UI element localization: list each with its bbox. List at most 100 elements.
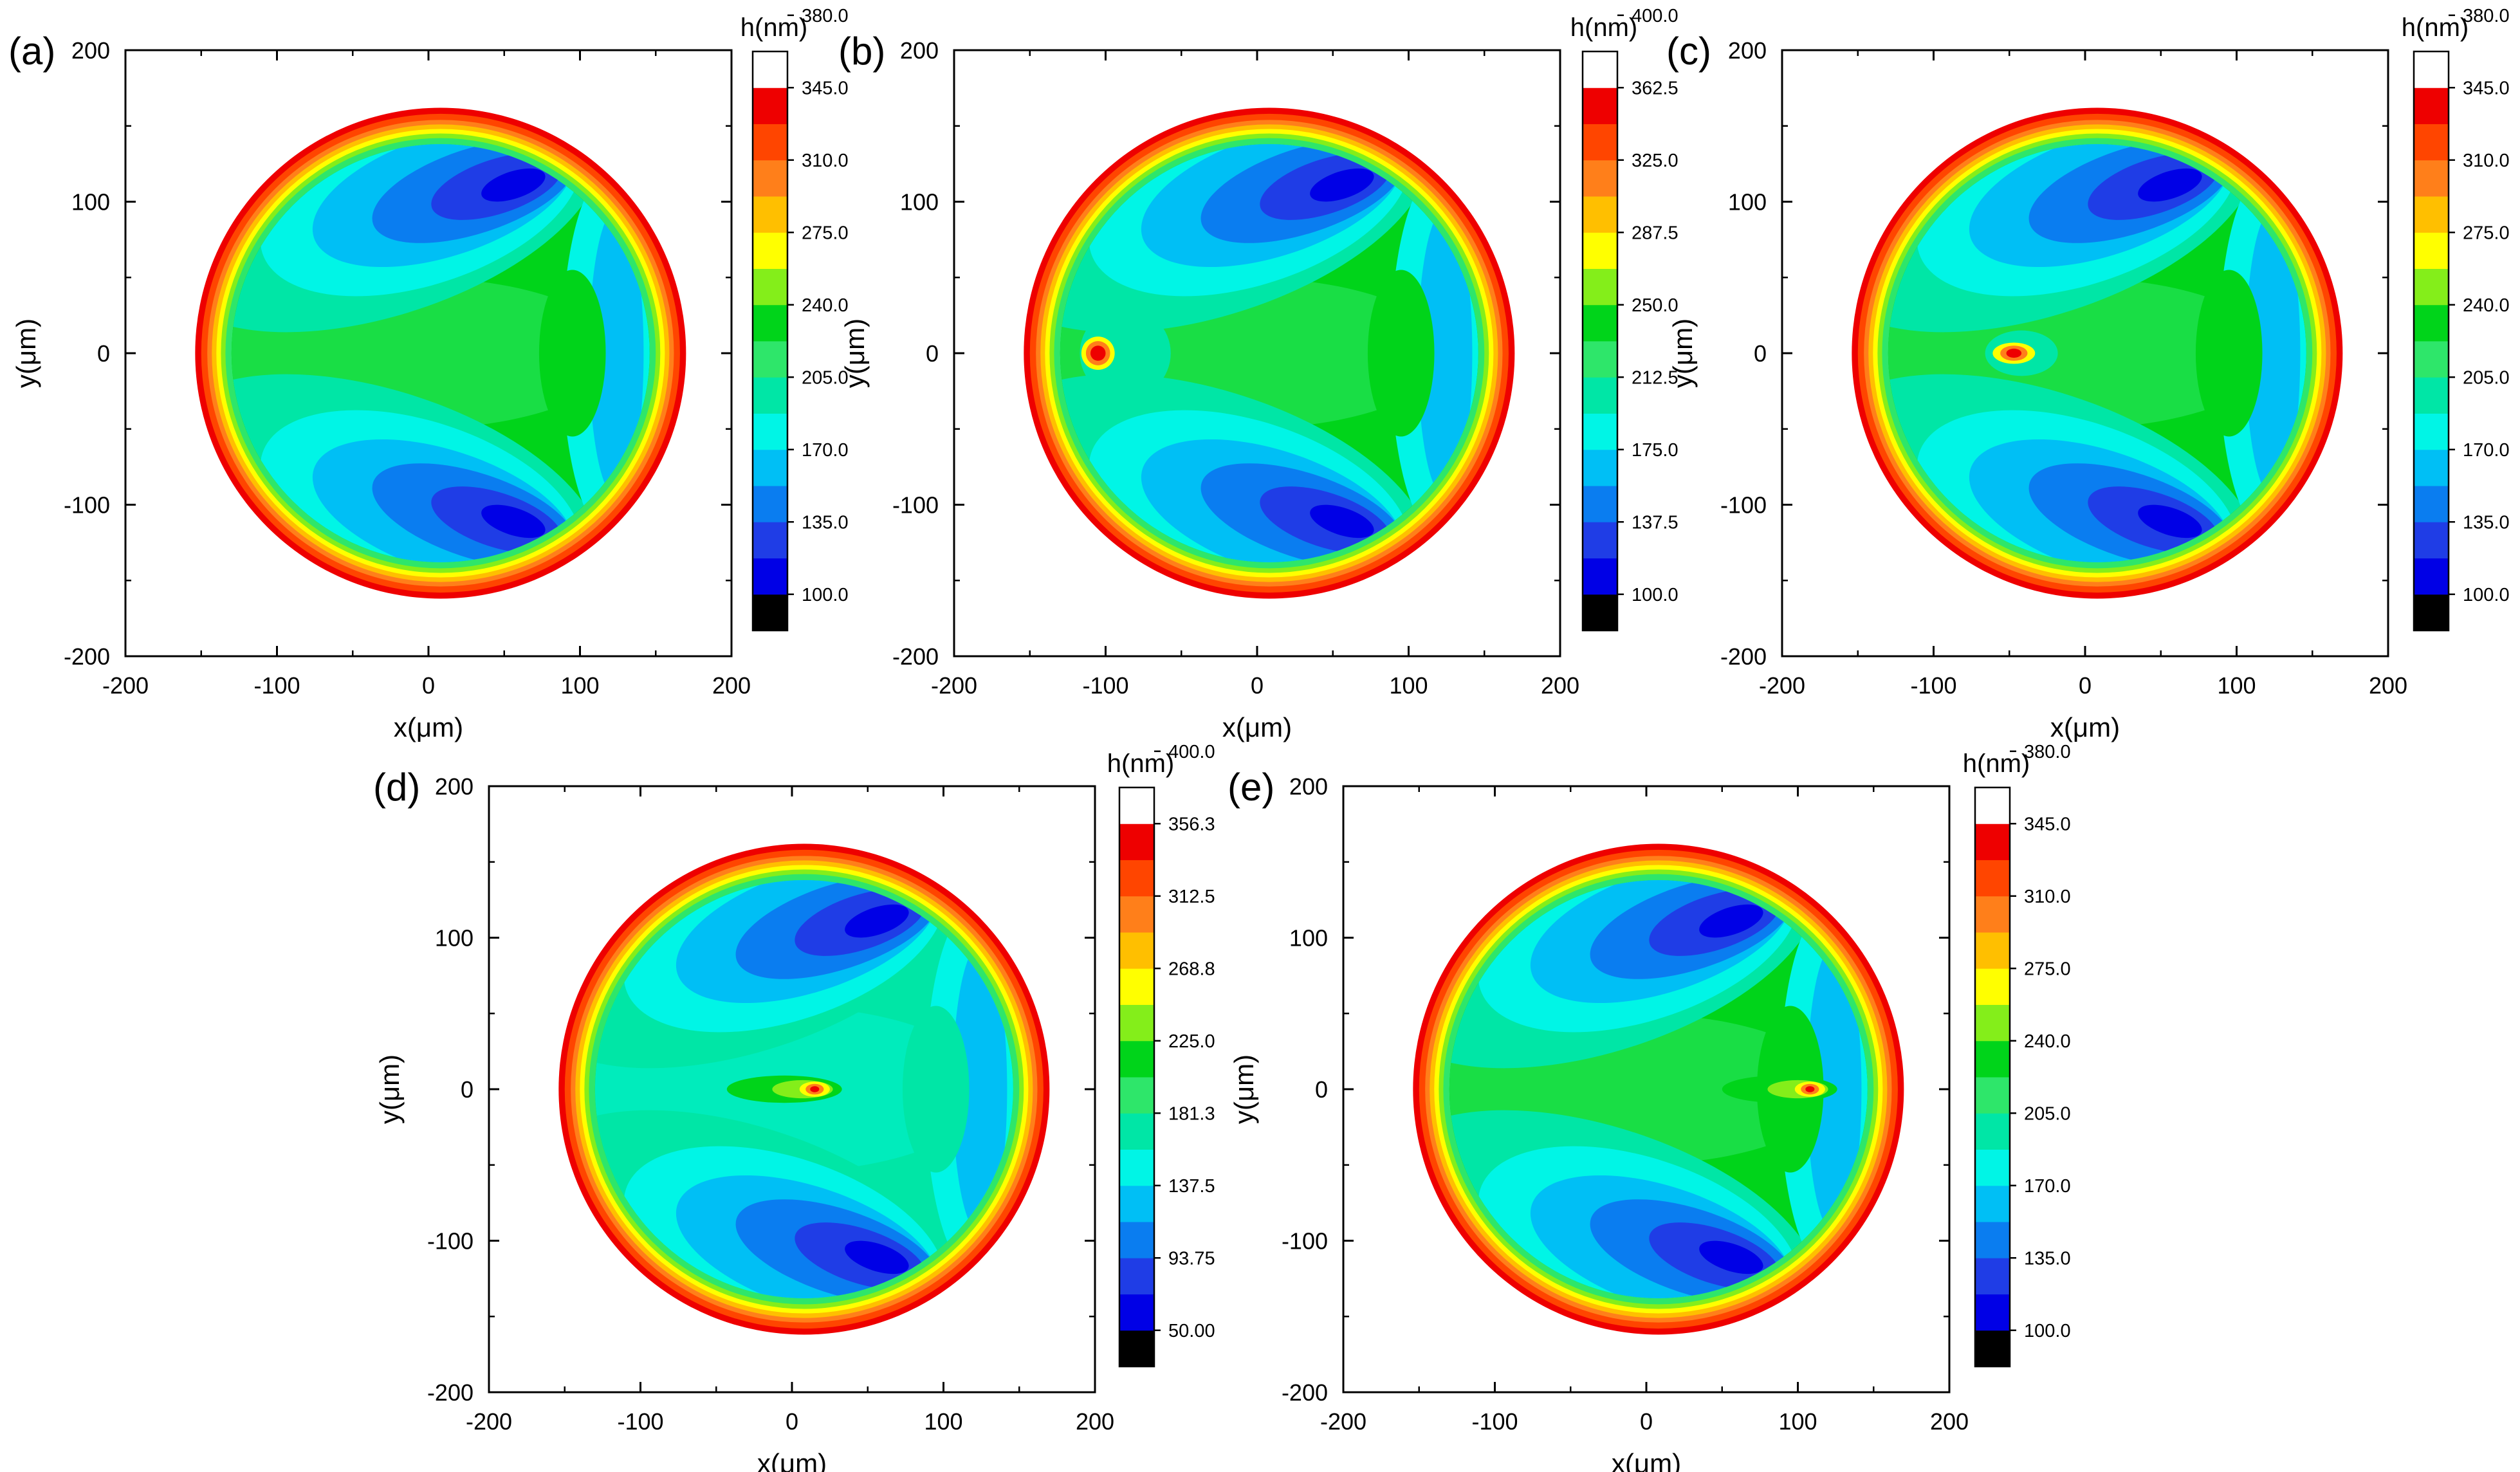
lobe-level-5 — [1699, 1240, 1763, 1274]
y-tick-label: 200 — [1289, 773, 1328, 800]
surface-feature — [726, 1075, 842, 1103]
colorbar-label: 175.0 — [1632, 440, 1678, 461]
x-tick-label: 0 — [786, 1408, 798, 1435]
colorbar-segment — [1975, 1004, 2010, 1042]
surface-feature — [1722, 1075, 1837, 1103]
x-tick-label: 200 — [1076, 1408, 1114, 1435]
y-axis-label: y(μm) — [1668, 318, 1698, 388]
colorbar-frame — [751, 50, 789, 632]
colorbar-segment — [1583, 304, 1617, 342]
colorbar-label: 135.0 — [802, 512, 849, 533]
colorbar-segment — [1119, 1149, 1154, 1186]
colorbar: 100.0 135.0 170.0 205.0 240.0 275.0 310.0 345.0… — [1963, 742, 2071, 1368]
colorbar-label: 205.0 — [802, 367, 849, 388]
panel-label: (e) — [1228, 766, 1274, 809]
colorbar-segment — [753, 160, 787, 197]
colorbar-segment — [2414, 341, 2449, 378]
colorbar-segment — [753, 522, 787, 558]
lobe-level-5 — [1699, 904, 1763, 938]
colorbar-label: 362.5 — [1632, 78, 1678, 98]
y-axis-label: y(μm) — [374, 1054, 405, 1124]
panel-1: -200 -100 0 100 200 -200 -100 0 100 200 x(μm) y(μm)… — [838, 6, 1678, 742]
y-tick-label: 0 — [1754, 340, 1767, 367]
axes: -200 -100 0 100 200 -200 -100 0 100 200 — [1282, 773, 1969, 1435]
colorbar-frame — [1581, 50, 1619, 632]
x-axis-label: x(μm) — [1222, 712, 1292, 742]
colorbar-segment — [2414, 522, 2449, 558]
x-axis-label: x(μm) — [2050, 712, 2120, 742]
x-tick-label: -100 — [617, 1408, 663, 1435]
colorbar-label: 225.0 — [1168, 1031, 1215, 1052]
x-tick-label: -100 — [253, 672, 300, 699]
colorbar-label: 287.5 — [1632, 223, 1678, 243]
x-tick-label: 200 — [1541, 672, 1579, 699]
colorbar-segment — [2414, 377, 2449, 414]
x-tick-label: 100 — [924, 1408, 962, 1435]
colorbar-segment — [1583, 51, 1617, 88]
colorbar-segment — [1119, 1294, 1154, 1331]
colorbar-label: 100.0 — [1632, 585, 1678, 605]
colorbar-segment — [1583, 232, 1617, 269]
y-tick-label: 100 — [900, 189, 939, 216]
colorbar-segment — [1583, 594, 1617, 631]
exit-band-inner — [589, 209, 644, 497]
y-tick-label: 0 — [461, 1076, 474, 1103]
colorbar-label: 275.0 — [802, 223, 849, 243]
colorbar-label: 170.0 — [2463, 440, 2510, 461]
colorbar-label: 380.0 — [2463, 6, 2510, 26]
colorbar-label: 135.0 — [2024, 1248, 2071, 1269]
feature-core — [1090, 345, 1106, 361]
colorbar-segment — [1119, 1330, 1154, 1367]
x-tick-label: 100 — [560, 672, 599, 699]
colorbar: 100.0 135.0 170.0 205.0 240.0 275.0 310.0 345.0… — [2402, 6, 2510, 632]
colorbar-label: 380.0 — [802, 6, 849, 26]
colorbar-label: 400.0 — [1632, 6, 1678, 26]
colorbar-label: 100.0 — [802, 585, 849, 605]
colorbar-label: 310.0 — [802, 151, 849, 171]
y-axis-label: y(μm) — [11, 318, 41, 388]
colorbar: 100.0 135.0 170.0 205.0 240.0 275.0 310.0 345.0… — [740, 6, 849, 632]
exit-band-inner — [1417, 209, 1473, 497]
colorbar-segment — [1975, 1077, 2010, 1114]
colorbar-segment — [2414, 196, 2449, 233]
colorbar-label: 100.0 — [2024, 1321, 2071, 1341]
y-tick-label: 200 — [435, 773, 474, 800]
colorbar-segment — [1583, 196, 1617, 233]
y-tick-label: 100 — [71, 189, 110, 216]
colorbar-segment — [1119, 1222, 1154, 1258]
colorbar-label: 100.0 — [2463, 585, 2510, 605]
exit-pocket — [1367, 270, 1435, 437]
x-tick-label: -200 — [102, 672, 149, 699]
colorbar-segment — [1975, 1185, 2010, 1222]
colorbar-segment — [1975, 787, 2010, 824]
colorbar-segment — [2414, 232, 2449, 269]
colorbar-segment — [1583, 413, 1617, 450]
colorbar-label: 310.0 — [2463, 151, 2510, 171]
colorbar-segment — [1975, 932, 2010, 969]
colorbar-label: 205.0 — [2463, 367, 2510, 388]
colorbar-segment — [753, 413, 787, 450]
colorbar-label: 275.0 — [2463, 223, 2510, 243]
colorbar-segment — [1119, 1113, 1154, 1150]
colorbar-segment — [1975, 1294, 2010, 1331]
y-tick-label: 200 — [1728, 37, 1767, 64]
colorbar-frame — [1118, 786, 1155, 1368]
colorbar-label: 356.3 — [1168, 814, 1215, 834]
colorbar-title: h(nm) — [1963, 750, 2030, 778]
colorbar-segment — [753, 124, 787, 161]
colorbar-segment — [753, 377, 787, 414]
y-tick-label: -200 — [1282, 1379, 1328, 1406]
feature-halo — [1080, 308, 1171, 399]
colorbar-segment — [1583, 341, 1617, 378]
colorbar-segment — [753, 87, 787, 124]
colorbar-segment — [2414, 124, 2449, 161]
colorbar-label: 181.3 — [1168, 1103, 1215, 1124]
colorbar-segment — [1119, 1258, 1154, 1294]
colorbar-segment — [753, 304, 787, 342]
colorbar-segment — [1119, 968, 1154, 1005]
x-tick-label: 200 — [1930, 1408, 1969, 1435]
colorbar-label: 325.0 — [1632, 151, 1678, 171]
colorbar-label: 380.0 — [2024, 742, 2071, 762]
colorbar-segment — [1119, 1185, 1154, 1222]
lobe-level-5 — [845, 1240, 909, 1274]
